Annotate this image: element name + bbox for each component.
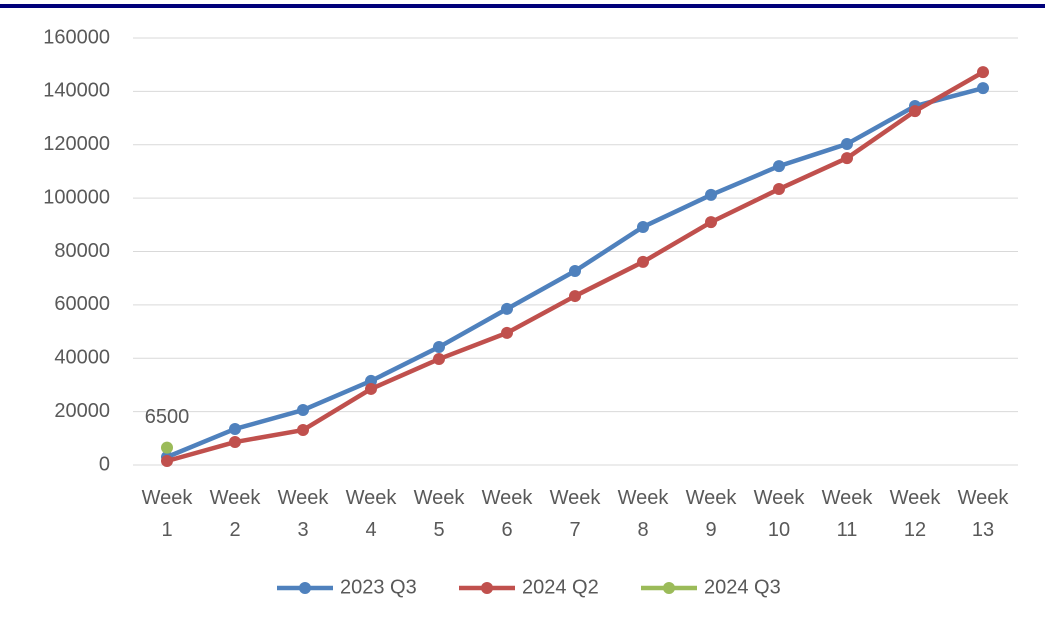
legend-marker — [481, 582, 493, 594]
data-point — [161, 454, 173, 467]
y-tick-label: 60000 — [54, 293, 110, 315]
x-tick-label: Week 3 — [277, 487, 329, 541]
y-tick-label: 80000 — [54, 240, 110, 262]
data-point — [773, 183, 785, 196]
x-tick-label: Week 13 — [957, 487, 1009, 541]
data-point — [977, 66, 989, 79]
legend-label: 2024 Q3 — [704, 576, 781, 598]
data-point — [433, 341, 445, 354]
x-tick-label: Week 8 — [617, 487, 669, 541]
data-point — [569, 264, 581, 277]
top-border — [0, 4, 1045, 8]
legend-label: 2024 Q2 — [522, 576, 599, 598]
data-point — [433, 353, 445, 366]
x-tick-label: Week 6 — [481, 487, 533, 541]
y-tick-label: 40000 — [54, 347, 110, 369]
x-tick-label: Week 4 — [345, 487, 397, 541]
legend-marker — [663, 582, 675, 594]
data-point — [841, 152, 853, 165]
y-tick-label: 20000 — [54, 400, 110, 422]
y-tick-label: 120000 — [43, 133, 110, 155]
data-point — [501, 302, 513, 315]
data-point — [705, 216, 717, 229]
data-point — [501, 326, 513, 339]
x-tick-label: Week 10 — [753, 487, 805, 541]
y-tick-label: 0 — [99, 453, 110, 475]
x-tick-label: Week 2 — [209, 487, 261, 541]
legend-marker — [299, 582, 311, 594]
data-point — [637, 220, 649, 233]
data-point — [297, 424, 309, 437]
data-point — [773, 160, 785, 173]
y-tick-label: 160000 — [43, 26, 110, 48]
legend-label: 2023 Q3 — [340, 576, 417, 598]
data-point — [705, 188, 717, 201]
data-point — [229, 422, 241, 435]
x-tick-label: Week 11 — [821, 487, 873, 541]
x-tick-label: Week 1 — [141, 487, 193, 541]
x-tick-label: Week 9 — [685, 487, 737, 541]
data-point — [909, 105, 921, 118]
data-point — [569, 290, 581, 303]
data-point — [365, 382, 377, 395]
data-point — [637, 255, 649, 268]
data-point — [297, 404, 309, 417]
y-tick-label: 100000 — [43, 186, 110, 208]
data-point — [841, 137, 853, 150]
data-point — [229, 436, 241, 449]
y-tick-label: 140000 — [43, 80, 110, 102]
x-tick-label: Week 5 — [413, 487, 465, 541]
data-point — [161, 441, 173, 454]
x-tick-label: Week 7 — [549, 487, 601, 541]
x-tick-label: Week 12 — [889, 487, 941, 541]
data-point — [977, 82, 989, 95]
data-label: 6500 — [145, 406, 190, 428]
